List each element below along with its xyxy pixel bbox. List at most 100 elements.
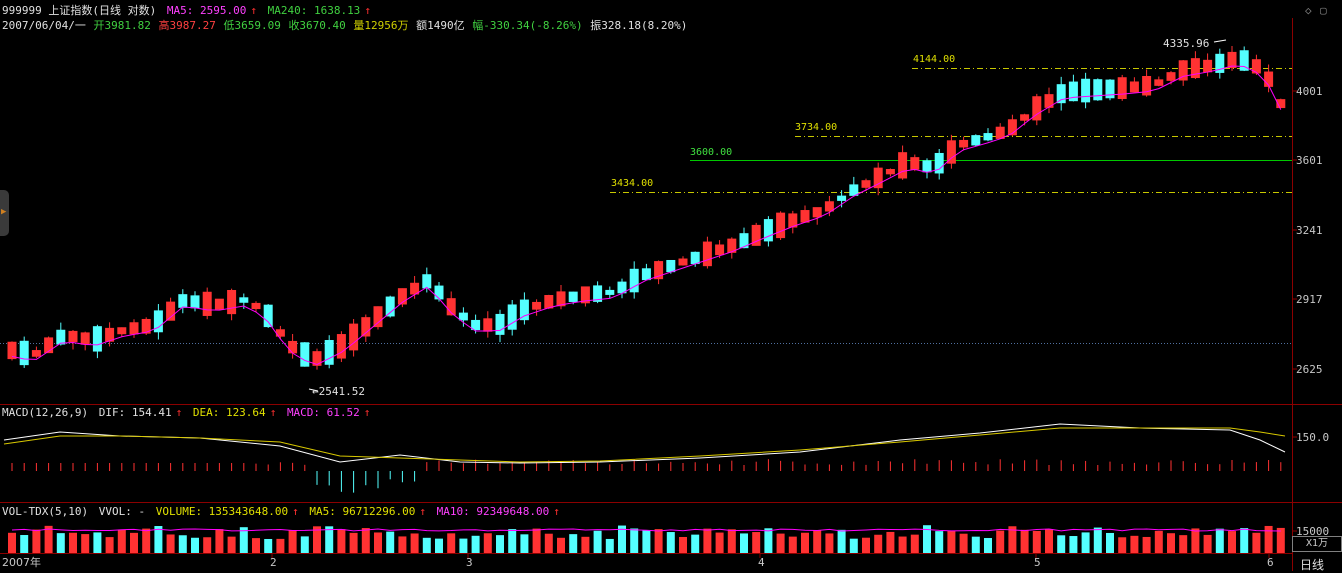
candle-body (80, 332, 90, 345)
volume-bar (422, 537, 431, 553)
volume-bar (142, 528, 151, 553)
volume-bar (679, 536, 687, 553)
candle-body (373, 306, 383, 328)
volume-bar (593, 530, 602, 553)
volume-ma-line (11, 528, 1281, 532)
amplitude-value: 振328.18(8.20%) (590, 19, 688, 32)
candle-body (153, 310, 163, 333)
candle-body (873, 167, 883, 189)
volume-bar (276, 538, 285, 553)
candle-body (837, 195, 847, 201)
candle-body (312, 351, 322, 366)
chart-header-row1: 999999 上证指数(日线 对数) MA5: 2595.00 ↑ MA240: … (2, 4, 375, 17)
candle-body (129, 322, 139, 335)
macd-title: MACD(12,26,9) (2, 406, 89, 419)
candle-body (776, 212, 786, 239)
candle-body (1276, 99, 1286, 109)
candle-body (1093, 79, 1103, 101)
tab-daily[interactable]: 日线 (1300, 558, 1325, 572)
volume-bar (666, 532, 675, 553)
candle-body (593, 285, 603, 302)
volume-bar (459, 538, 468, 553)
diamond-icon[interactable]: ◇ (1305, 4, 1312, 17)
volume-bar (788, 536, 797, 553)
candle-body (483, 318, 493, 332)
volume-bar (1130, 535, 1139, 553)
candle-body (1203, 59, 1213, 73)
line-label-3434: 3434.00 (611, 178, 654, 189)
low-mark-label: ←2541.52 (312, 385, 365, 398)
volume-bar (752, 532, 761, 553)
high-value: 高3987.27 (158, 19, 216, 32)
up-arrow-icon: ↑ (364, 4, 371, 17)
volume-bar (1167, 533, 1175, 553)
candle-body (410, 282, 420, 295)
candle-body (763, 219, 773, 242)
volume-bar (337, 529, 346, 553)
volume-bar (1093, 527, 1102, 553)
candle-body (422, 274, 432, 289)
volume-bar (532, 528, 541, 553)
close-value: 收3670.40 (288, 19, 346, 32)
low-value: 低3659.09 (223, 19, 281, 32)
volume-bar (313, 526, 321, 553)
volume-bar (130, 532, 138, 553)
candle-body (1105, 79, 1115, 99)
volume-bar (654, 529, 663, 553)
volume-bar (410, 533, 419, 553)
up-arrow-icon: ↑ (269, 406, 277, 419)
candle-body (861, 180, 871, 188)
candle-body (812, 207, 822, 218)
line-label-3600: 3600.00 (690, 147, 733, 158)
volume-bar (20, 535, 29, 553)
candle-body (666, 259, 676, 273)
vol-ma5-value: MA5: 96712296.00 (309, 505, 416, 518)
up-arrow-icon: ↑ (363, 406, 371, 419)
volume-bar (1142, 536, 1151, 553)
candle-body (1081, 78, 1091, 103)
volume-bar (1118, 537, 1127, 553)
candle-body (715, 244, 725, 256)
volume-bar (618, 525, 626, 553)
candle-body (324, 340, 334, 365)
volume-bar (630, 528, 639, 553)
price-axis-label: 3241 (1296, 224, 1323, 237)
date-axis-label: 5 (1034, 556, 1041, 569)
candle-body (1032, 96, 1042, 121)
candle-body (471, 319, 481, 331)
candle-body (824, 201, 834, 212)
volume-bar (1154, 530, 1163, 553)
vvol-value: VVOL: - (98, 505, 146, 518)
volume-bar (642, 530, 651, 553)
candle-body (605, 289, 615, 295)
volume-bar (1264, 525, 1273, 553)
candle-body (580, 286, 590, 304)
candle-body (654, 261, 664, 280)
side-panel-toggle[interactable]: ▶ (0, 190, 9, 236)
candle-body (202, 291, 212, 316)
volume-bar (691, 534, 700, 553)
macd-axis-label: 150.0 (1296, 431, 1330, 444)
volume-bar (227, 536, 236, 553)
macd-header: MACD(12,26,9) DIF: 154.41 ↑ DEA: 123.64 ↑ … (2, 406, 374, 419)
candle-body (983, 133, 993, 141)
candle-body (1056, 84, 1066, 104)
security-title: 999999 上证指数(日线 对数) (2, 4, 157, 17)
volume-bar (898, 536, 907, 553)
volume-bar (471, 535, 480, 553)
date-axis-label: 3 (466, 556, 473, 569)
chart-header-row2: 2007/06/04/一 开3981.82 高3987.27 低3659.09 … (2, 19, 691, 32)
candle-body (971, 135, 981, 146)
volume-bar (923, 525, 931, 553)
volume-bar (862, 537, 870, 553)
volume-bar (203, 537, 212, 553)
macd-value: MACD: 61.52 (286, 406, 360, 419)
volume-bar (849, 538, 858, 553)
volume-bar (727, 529, 736, 553)
candle-body (995, 126, 1005, 139)
restore-window-icon[interactable]: ▢ (1320, 4, 1327, 17)
candle-body (166, 301, 176, 321)
candle-body (532, 301, 542, 310)
volume-bar (264, 538, 273, 553)
